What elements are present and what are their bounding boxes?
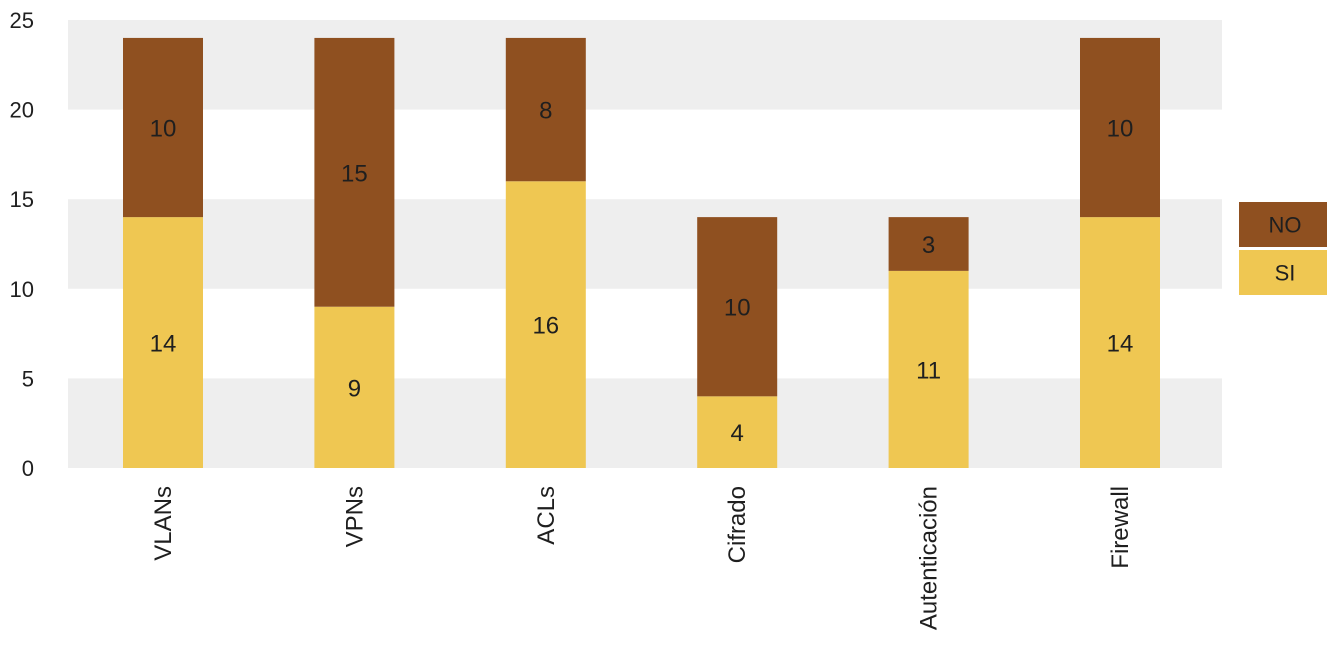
x-tick-label: Autenticación — [916, 486, 943, 630]
data-label: 10 — [1107, 116, 1134, 143]
data-label: 9 — [348, 375, 361, 402]
grid-band — [68, 378, 1222, 468]
legend-label: NO — [1269, 213, 1302, 238]
bar-segment-no — [697, 217, 778, 397]
data-label: 3 — [922, 232, 935, 259]
bar-segment-si — [505, 181, 586, 468]
legend-label: SI — [1275, 261, 1296, 286]
bar-segment-si — [1080, 217, 1160, 468]
y-tick-label: 10 — [10, 277, 34, 302]
bar-segment-si — [314, 306, 395, 468]
data-label: 8 — [539, 98, 552, 125]
grid-band — [68, 20, 1222, 110]
bar-segment-si — [123, 217, 203, 468]
data-label: 14 — [150, 331, 177, 358]
bar-segment-no — [1080, 37, 1160, 218]
y-tick-label: 5 — [22, 366, 34, 391]
x-axis: VLANs VPNs ACLs Cifrado Autenticación Firewal… — [150, 486, 1134, 630]
data-label: 4 — [731, 420, 744, 447]
data-label: 11 — [916, 357, 941, 384]
grid-bands — [68, 20, 1222, 468]
data-label: 15 — [341, 160, 368, 187]
y-tick-label: 15 — [10, 187, 34, 212]
data-label: 16 — [532, 313, 559, 340]
legend-swatch-no — [1239, 202, 1327, 247]
bars: 14 10 9 15 16 8 4 10 11 3 14 10 — [123, 37, 1160, 468]
bar-segment-si — [888, 270, 969, 468]
data-label: 10 — [724, 295, 751, 322]
bar-segment-si — [697, 396, 778, 468]
x-tick-label: Firewall — [1107, 486, 1134, 569]
legend: NO SI — [1239, 202, 1327, 295]
data-label: 14 — [1107, 331, 1134, 358]
y-axis: 0 5 10 15 20 25 — [10, 8, 34, 481]
y-tick-label: 0 — [22, 456, 34, 481]
x-tick-label: Cifrado — [724, 486, 751, 563]
bar-segment-no — [123, 37, 203, 218]
bar-segment-no — [505, 37, 586, 182]
y-tick-label: 25 — [10, 8, 34, 33]
x-tick-label: VPNs — [341, 486, 368, 547]
grid-band — [68, 199, 1222, 289]
bar-segment-no — [888, 217, 969, 271]
legend-swatch-si — [1239, 250, 1327, 295]
x-tick-label: ACLs — [533, 486, 560, 545]
y-tick-label: 20 — [10, 98, 34, 123]
data-label: 10 — [150, 116, 177, 143]
x-tick-label: VLANs — [150, 486, 177, 561]
bar-segment-no — [314, 37, 395, 307]
